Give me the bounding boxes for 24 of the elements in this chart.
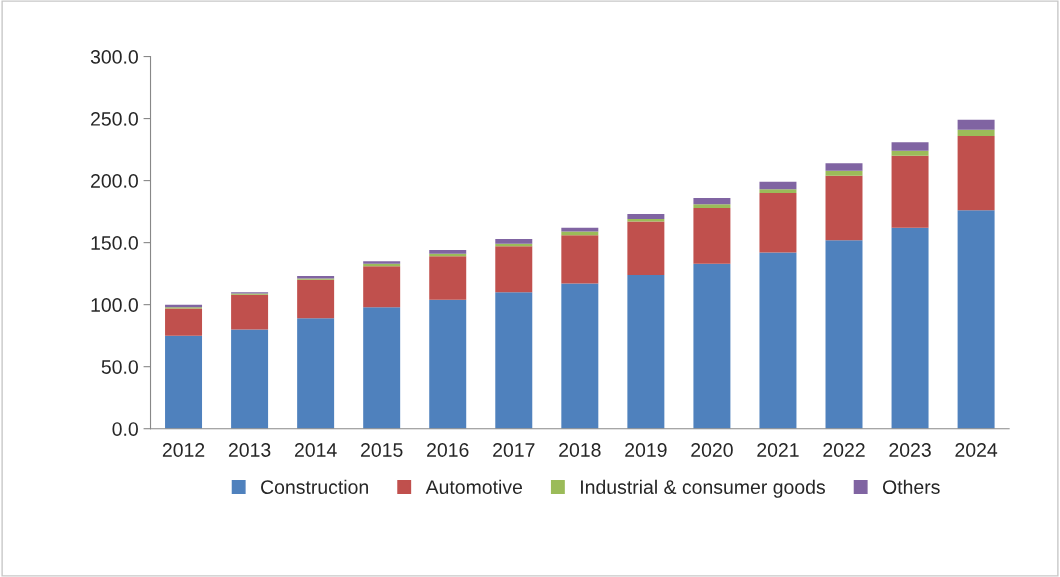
y-tick-label: 300.0: [90, 50, 138, 64]
legend-label: Automotive: [425, 479, 523, 494]
y-tick-label: 50.0: [101, 360, 138, 374]
x-tick-label: 2018: [559, 443, 601, 457]
x-tick-label: 2022: [823, 443, 865, 457]
y-tick-label: 100.0: [91, 298, 138, 312]
y-tick-label: 150.0: [91, 236, 138, 250]
x-tick-label: 2013: [228, 443, 271, 457]
x-tick-label: 2024: [955, 443, 998, 457]
x-tick-label: 2014: [294, 443, 337, 457]
x-tick-label: 2015: [361, 443, 403, 457]
legend-label: Construction: [261, 479, 368, 494]
x-tick-label: 2016: [427, 443, 469, 457]
x-tick-label: 2012: [162, 443, 205, 457]
x-tick-label: 2021: [757, 443, 799, 457]
y-tick-label: 250.0: [91, 112, 138, 126]
legend-label: Industrial & consumer goods: [581, 479, 825, 498]
y-tick-label: 0.0: [112, 422, 138, 436]
legend-label: Others: [882, 479, 940, 494]
x-tick-label: 2023: [889, 443, 931, 457]
x-tick-label: 2019: [625, 443, 667, 457]
x-tick-label: 2020: [691, 443, 733, 457]
x-tick-label: 2017: [493, 443, 535, 457]
y-tick-label: 200.0: [91, 174, 138, 188]
